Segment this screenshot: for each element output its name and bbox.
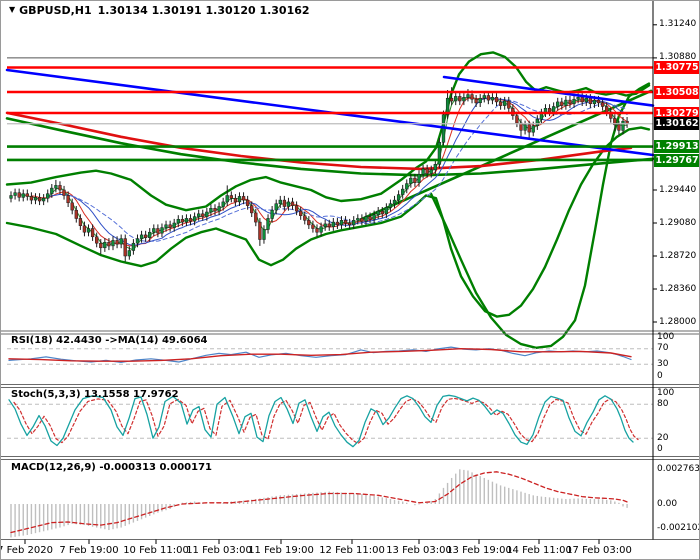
price-tag: 1.29913: [654, 140, 699, 154]
macd-axis-label: -0.002102: [657, 522, 700, 533]
time-axis-label: 13 Feb 03:00: [386, 545, 452, 556]
rsi-panel-label: RSI(18) 42.4430 ->MA(14) 49.6064: [11, 335, 208, 346]
rsi-axis-label: 100: [657, 331, 675, 342]
price-axis-label: 1.28000: [659, 316, 697, 327]
price-tag: 1.30162: [654, 117, 699, 131]
stoch-panel-label: Stoch(5,3,3) 13.1558 17.9762: [11, 389, 179, 400]
rsi-axis-label: 30: [657, 358, 669, 369]
macd-panel-label: MACD(12,26,9) -0.000313 0.000171: [11, 462, 212, 473]
symbol-dropdown-icon[interactable]: ▼: [9, 5, 16, 14]
price-axis-label: 1.28360: [659, 283, 697, 294]
time-axis-label: 11 Feb 03:00: [186, 545, 252, 556]
price-axis-label: 1.31240: [659, 19, 697, 30]
macd-axis-label: 0.00: [657, 498, 678, 509]
stoch-axis-label: 100: [657, 387, 675, 398]
stoch-axis-label: 80: [657, 398, 669, 409]
time-axis-label: 11 Feb 19:00: [248, 545, 314, 556]
stoch-axis-label: 20: [657, 432, 669, 443]
stoch-axis-label: 0: [657, 444, 663, 454]
time-axis-label: 13 Feb 19:00: [446, 545, 512, 556]
rsi-axis-label: 70: [657, 343, 669, 354]
symbol-name: GBPUSD,H1: [19, 4, 92, 17]
chart-title: ▼ GBPUSD,H1 1.30134 1.30191 1.30120 1.3016…: [9, 4, 310, 17]
price-tag: 1.29767: [654, 153, 699, 167]
price-tag: 1.30279: [654, 106, 699, 120]
time-axis-label: 14 Feb 11:00: [506, 545, 572, 556]
time-axis-label: 10 Feb 11:00: [123, 545, 189, 556]
candles: [9, 87, 629, 262]
time-axis-label: 12 Feb 11:00: [319, 545, 385, 556]
macd-axis-label: 0.002763: [657, 463, 700, 474]
price-axis-label: 1.28720: [659, 250, 697, 261]
time-axis-label: 7 Feb 19:00: [59, 545, 119, 556]
price-axis-label: 1.29440: [659, 184, 697, 195]
price-tag: 1.30508: [654, 85, 699, 99]
price-tag: 1.30775: [654, 61, 699, 74]
time-axis-label: 17 Feb 03:00: [566, 545, 632, 556]
rsi-axis-label: 0: [657, 370, 663, 381]
price-axis-label: 1.30880: [659, 52, 697, 63]
price-axis-label: 1.29080: [659, 217, 697, 228]
ohlc-readout: 1.30134 1.30191 1.30120 1.30162: [97, 4, 310, 17]
time-axis-label: 7 Feb 2020: [0, 545, 53, 556]
